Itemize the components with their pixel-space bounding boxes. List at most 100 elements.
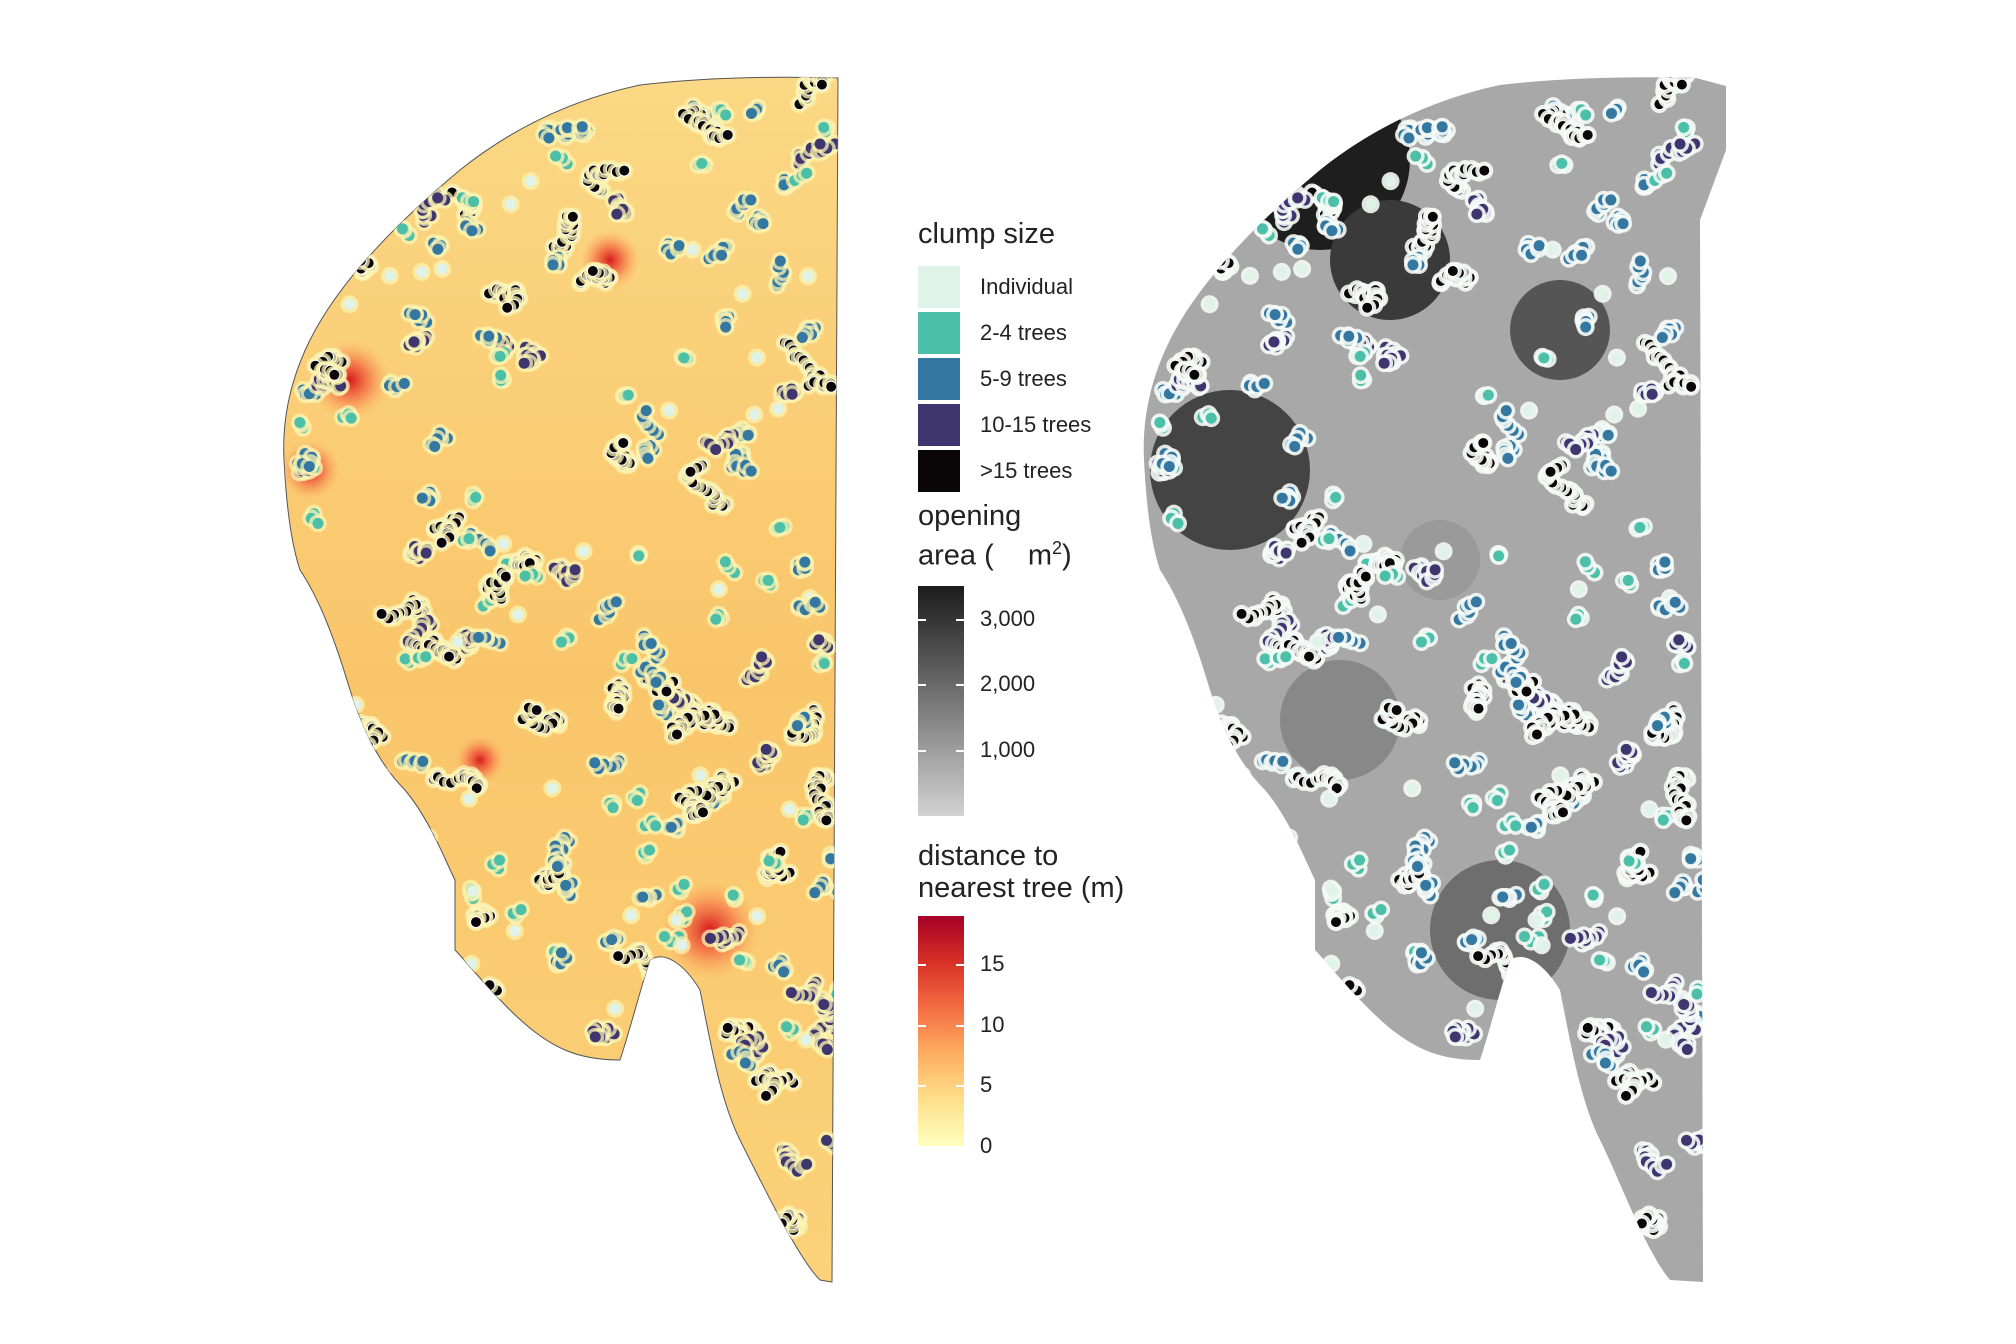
tree-halo <box>1250 1122 1269 1141</box>
tree-point <box>366 1021 378 1033</box>
tree-point <box>326 753 339 766</box>
tree-point <box>719 556 731 568</box>
tree-clump <box>748 740 783 776</box>
tree-point <box>443 1081 455 1093</box>
tree-halo <box>429 1184 448 1203</box>
tree-point <box>356 1173 368 1185</box>
tree-point <box>292 212 305 225</box>
tree-point <box>366 221 378 233</box>
tree-clump <box>290 109 340 144</box>
tree-halo <box>649 962 668 981</box>
tree-point <box>679 1046 691 1058</box>
tree-point <box>363 216 375 228</box>
tree-halo <box>466 1086 485 1105</box>
tree-halo <box>465 1093 484 1112</box>
tree-point <box>311 1216 323 1228</box>
tree-point <box>384 1118 396 1130</box>
tree-point <box>417 755 429 767</box>
tree-point <box>1459 1100 1471 1112</box>
tree-halo <box>674 1042 693 1061</box>
tree-halo <box>300 118 319 137</box>
tree-point <box>350 885 363 898</box>
tree-point <box>650 966 663 979</box>
distance-tick-label: 5 <box>980 1072 993 1098</box>
tree-point <box>347 892 360 905</box>
tree-halo <box>698 1102 717 1121</box>
tree-halo <box>283 203 299 222</box>
tree-halo <box>408 1097 427 1116</box>
tree-point <box>694 1172 706 1184</box>
tree-halo <box>359 217 378 236</box>
tree-point <box>387 1126 399 1138</box>
tree-point <box>673 240 685 252</box>
tree-point <box>462 92 474 104</box>
tree-halo <box>321 111 340 130</box>
tree-point <box>1235 607 1248 620</box>
tree-point <box>363 802 375 814</box>
tree-point <box>308 86 320 98</box>
tree-point <box>1533 240 1545 252</box>
tree-halo <box>304 83 323 102</box>
tree-halo <box>650 988 669 1007</box>
tree-point <box>626 653 638 665</box>
tree-point <box>1243 1124 1255 1136</box>
tree-point <box>1597 288 1609 300</box>
tree-halo <box>328 751 347 770</box>
tree-point <box>599 1100 611 1112</box>
tree-point <box>450 1011 463 1024</box>
tree-point <box>612 950 625 963</box>
tree-halo <box>424 1023 443 1042</box>
tree-point <box>487 1244 499 1256</box>
tree-point <box>1500 405 1512 417</box>
tree-point <box>333 886 346 899</box>
tree-halo <box>417 832 436 851</box>
tree-point <box>436 263 448 275</box>
tree-halo <box>841 873 859 891</box>
tree-halo <box>283 213 296 232</box>
tree-clump <box>439 1078 458 1097</box>
tree-halo <box>551 1244 570 1263</box>
tree-point <box>301 121 314 134</box>
tree-point <box>662 982 675 995</box>
tree-halo <box>294 969 313 988</box>
tree-halo <box>358 854 377 873</box>
tree-halo <box>420 1174 439 1193</box>
tree-halo <box>647 963 666 982</box>
tree-halo <box>283 202 286 221</box>
tree-halo <box>452 1205 471 1224</box>
opening-tick-mark <box>956 684 964 687</box>
tree-point <box>396 93 409 106</box>
tree-halo <box>379 873 398 892</box>
tree-halo <box>478 1235 497 1254</box>
tree-clump <box>326 232 347 260</box>
tree-halo <box>439 1078 458 1097</box>
tree-point <box>406 882 418 894</box>
tree-point <box>609 1003 621 1015</box>
tree-point <box>553 1251 566 1264</box>
tree-point <box>681 1023 693 1035</box>
tree-point <box>1497 891 1509 903</box>
tree-halo <box>672 1043 691 1062</box>
tree-point <box>660 982 673 995</box>
tree-point <box>362 739 375 752</box>
tree-halo <box>473 1141 492 1160</box>
tree-halo <box>510 1136 529 1155</box>
tree-halo <box>574 1244 593 1263</box>
tree-point <box>751 910 763 922</box>
tree-point <box>672 1048 684 1060</box>
tree-point <box>1268 336 1280 348</box>
tree-halo <box>659 979 678 998</box>
tree-halo <box>424 1033 443 1052</box>
tree-point <box>302 1224 314 1236</box>
tree-point <box>737 288 749 300</box>
tree-clump <box>748 907 767 926</box>
tree-halo <box>368 1059 387 1078</box>
tree-halo <box>421 1176 440 1195</box>
tree-clump <box>504 900 531 925</box>
tree-point <box>617 436 630 449</box>
tree-halo <box>387 90 406 109</box>
tree-point <box>350 1033 362 1045</box>
tree-point <box>677 1027 689 1039</box>
tree-halo <box>384 870 403 889</box>
tree-halo <box>370 795 389 814</box>
